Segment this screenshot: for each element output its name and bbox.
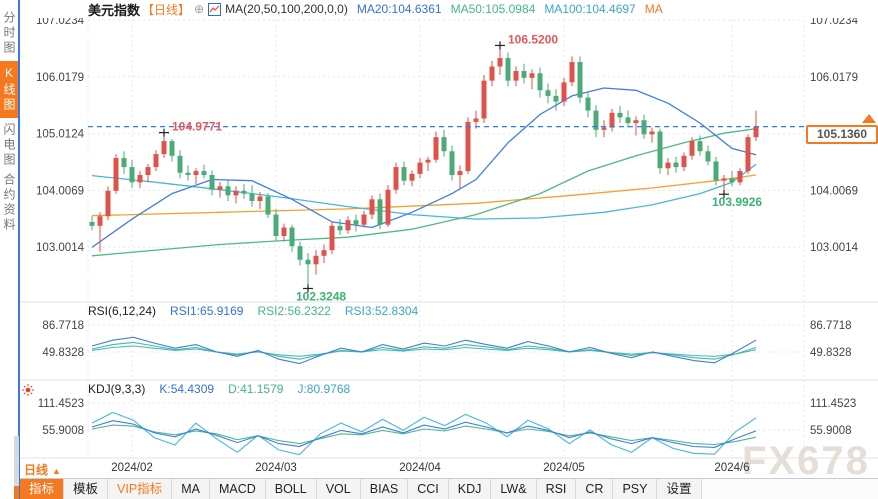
svg-text:2024/6: 2024/6 — [714, 462, 749, 474]
sidebar-item[interactable]: 合约资料 — [2, 173, 16, 233]
svg-text:104.0069: 104.0069 — [810, 185, 858, 197]
svg-text:103.0014: 103.0014 — [36, 242, 85, 254]
indicator-value: MA50:105.0984 — [450, 2, 536, 16]
indicator-value: RSI2:56.2322 — [257, 304, 331, 318]
add-indicator-icon[interactable]: ⊕ — [194, 2, 205, 16]
candlestick-chart-icon[interactable] — [208, 2, 222, 16]
indicator-settings-icon[interactable] — [21, 383, 35, 402]
svg-text:106.5200: 106.5200 — [508, 32, 558, 46]
kdj-line-K — [91, 420, 757, 448]
sidebar-scrollbar-active[interactable] — [14, 486, 19, 499]
rsi-line-RSI1 — [91, 336, 757, 365]
indicator-toolbar: 指标 模板 VIP指标 MA MACD BOLL VOL BIAS CCI KDJ LW& RSI CR… — [20, 478, 878, 499]
indicator-value: RSI1:65.9169 — [170, 304, 244, 318]
ma-line-MA100 — [91, 163, 757, 220]
toolbar-item[interactable]: CR — [576, 479, 614, 499]
current-price-box: 105.1360 — [806, 125, 878, 144]
indicator-value: RSI3:52.8304 — [344, 304, 419, 318]
indicator-value: MA100:104.4697 — [544, 2, 636, 16]
indicator-value: J:80.9768 — [297, 382, 351, 396]
svg-text:49.8328: 49.8328 — [42, 347, 84, 359]
toolbar-item[interactable]: 模板 — [64, 479, 109, 499]
kdj-params: KDJ(9,3,3) — [88, 382, 146, 396]
indicator-value: MA20:104.6361 — [356, 2, 442, 16]
kdj-values: K:54.4309 D:41.1579 J:80.9768 — [159, 382, 364, 396]
kdj-line-D — [91, 424, 757, 446]
rsi-header: RSI(6,12,24) RSI1:65.9169 RSI2:56.2322 RSI3… — [88, 304, 446, 318]
kdj-line-J — [91, 411, 757, 456]
period-tag: 【日线】 — [142, 2, 191, 17]
toolbar-item[interactable]: PSY — [613, 479, 658, 499]
toolbar-item[interactable]: BOLL — [266, 479, 317, 499]
rsi-params: RSI(6,12,24) — [88, 304, 157, 318]
indicator-value: MA — [644, 2, 663, 16]
period-label: 日线 — [24, 463, 49, 477]
toolbar-item[interactable]: CCI — [408, 479, 449, 499]
sidebar-item[interactable]: 闪电图 — [2, 123, 16, 168]
toolbar-item[interactable]: VOL — [317, 479, 361, 499]
svg-text:104.9771: 104.9771 — [172, 120, 222, 134]
sidebar-scrollbar[interactable] — [14, 436, 19, 486]
svg-text:2024/05: 2024/05 — [543, 462, 585, 474]
svg-text:103.0014: 103.0014 — [810, 242, 859, 254]
svg-text:2024/03: 2024/03 — [255, 462, 297, 474]
ma-line-MA50 — [91, 128, 757, 257]
rsi-values: RSI1:65.9169 RSI2:56.2322 RSI3:52.8304 — [170, 304, 432, 318]
svg-text:86.7718: 86.7718 — [42, 320, 84, 332]
indicator-value: K:54.4309 — [159, 382, 215, 396]
candlestick-series — [89, 48, 759, 286]
ma-line-MA20 — [91, 87, 757, 248]
svg-text:107.0234: 107.0234 — [810, 15, 859, 27]
toolbar-item[interactable]: 指标 — [20, 479, 65, 499]
toolbar-item[interactable]: BIAS — [361, 479, 409, 499]
ma-values: MA20:104.6361 MA50:105.0984 MA100:104.4697… — [348, 2, 663, 16]
symbol-title: 美元指数 — [88, 2, 141, 18]
svg-text:106.0179: 106.0179 — [810, 72, 858, 84]
svg-text:49.8328: 49.8328 — [810, 347, 852, 359]
sidebar-item[interactable]: K线图 — [0, 61, 18, 118]
kdj-header: KDJ(9,3,3) K:54.4309 D:41.1579 J:80.9768 — [88, 382, 378, 396]
svg-text:86.7718: 86.7718 — [810, 320, 852, 332]
toolbar-item[interactable]: LW& — [491, 479, 537, 499]
svg-text:2024/04: 2024/04 — [399, 462, 441, 474]
toolbar-item[interactable]: RSI — [537, 479, 577, 499]
ma-params: MA(20,50,100,200,0,0) — [225, 2, 348, 16]
svg-text:111.4523: 111.4523 — [38, 398, 84, 410]
toolbar-item[interactable]: VIP指标 — [108, 479, 173, 499]
svg-text:106.0179: 106.0179 — [36, 72, 84, 84]
watermark: FX678 — [742, 439, 870, 483]
ma-line-MA200 — [91, 174, 757, 217]
toolbar-item[interactable]: KDJ — [449, 479, 492, 499]
svg-text:55.9008: 55.9008 — [42, 425, 84, 437]
svg-text:103.9926: 103.9926 — [712, 195, 762, 209]
svg-text:111.4523: 111.4523 — [810, 398, 856, 410]
svg-text:102.3248: 102.3248 — [296, 289, 346, 303]
toolbar-item[interactable]: 设置 — [657, 479, 702, 499]
indicator-value: D:41.1579 — [228, 382, 284, 396]
svg-text:55.9008: 55.9008 — [810, 425, 852, 437]
sidebar: 分时图 K线图闪电图合约资料 — [0, 0, 20, 499]
price-up-arrow-icon — [862, 114, 876, 123]
svg-text:105.0124: 105.0124 — [36, 129, 85, 141]
chart-header: 美元指数 【日线】 ⊕ MA(20,50,100,200,0,0) MA20:1… — [20, 0, 878, 18]
svg-text:104.0069: 104.0069 — [36, 185, 84, 197]
up-triangle-icon: ▲ — [52, 466, 61, 476]
toolbar-item[interactable]: MA — [172, 479, 210, 499]
sidebar-item[interactable]: 分时图 — [2, 11, 16, 56]
period-selector[interactable]: 日线 ▲ — [24, 461, 61, 478]
svg-text:107.0234: 107.0234 — [36, 15, 85, 27]
toolbar-item[interactable]: MACD — [210, 479, 266, 499]
svg-text:2024/02: 2024/02 — [111, 462, 153, 474]
